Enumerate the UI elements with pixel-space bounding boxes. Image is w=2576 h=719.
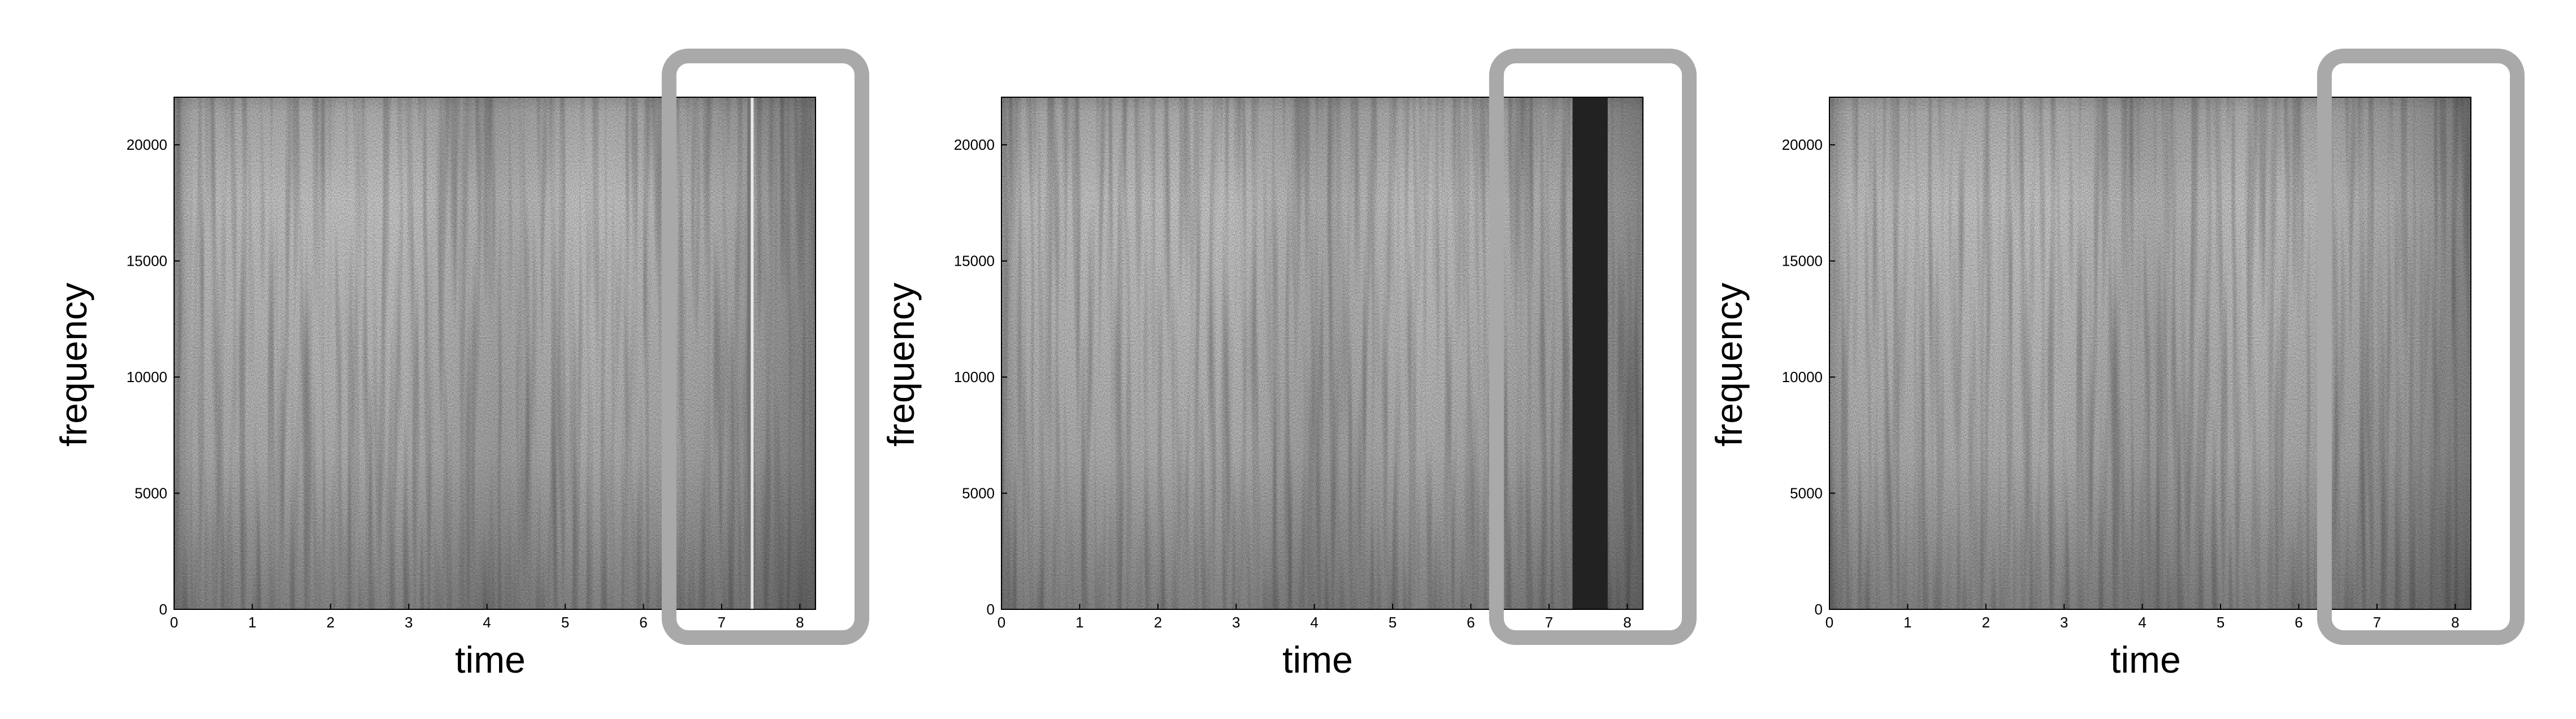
plot-frame: [174, 97, 816, 610]
x-axis-label: time: [1282, 639, 1353, 681]
spectral-texture: [174, 97, 816, 609]
x-tick-label: 0: [1825, 614, 1833, 631]
y-tick-label: 5000: [962, 485, 995, 502]
x-tick-label: 2: [1154, 614, 1162, 631]
x-tick-label: 7: [2373, 614, 2381, 631]
x-tick-label: 1: [248, 614, 256, 631]
y-tick-label: 5000: [135, 485, 167, 502]
x-tick-label: 4: [483, 614, 491, 631]
highlight-box: [1489, 49, 1697, 645]
y-tick-label: 5000: [1790, 485, 1823, 502]
x-tick-label: 6: [1467, 614, 1475, 631]
x-tick-label: 5: [561, 614, 569, 631]
y-tick-label: 10000: [1782, 369, 1823, 386]
x-tick-label: 2: [327, 614, 335, 631]
x-tick-label: 8: [2451, 614, 2459, 631]
x-tick-label: 6: [2295, 614, 2302, 631]
x-tick-label: 0: [998, 614, 1005, 631]
discontinuity-highlight: [751, 97, 754, 609]
plot-frame: [1001, 97, 1643, 610]
y-tick-label: 20000: [1782, 136, 1823, 153]
panels-layer: 0 1 2 3 4 5 6 7 805000100001500020000timefrequen…: [53, 49, 2525, 681]
x-tick-label: 5: [1389, 614, 1397, 631]
y-tick-label: 15000: [127, 253, 167, 270]
x-tick-label: 3: [405, 614, 413, 631]
x-tick-label: 1: [1903, 614, 1911, 631]
spectrogram-panel-3: 0 1 2 3 4 5 6 7 8 0 5000 10000 15000 20000 time frequen…: [1708, 49, 2525, 681]
spectral-texture: [1829, 97, 2471, 609]
x-tick-label: 2: [1982, 614, 1990, 631]
x-tick-label: 8: [796, 614, 804, 631]
x-tick-label: 7: [718, 614, 726, 631]
x-axis-label: time: [455, 639, 526, 681]
y-tick-label: 10000: [127, 369, 167, 386]
y-tick-label: 0: [159, 601, 167, 618]
x-tick-label: 5: [2217, 614, 2224, 631]
x-tick-label: 6: [639, 614, 647, 631]
x-tick-label: 3: [1232, 614, 1240, 631]
x-tick-label: 3: [2060, 614, 2068, 631]
x-tick-label: 4: [1310, 614, 1318, 631]
x-axis-label: time: [2110, 639, 2181, 681]
y-tick-label: 10000: [954, 369, 995, 386]
y-tick-label: 0: [987, 601, 995, 618]
x-tick-label: 0: [170, 614, 178, 631]
spectral-texture: [1001, 97, 1643, 609]
highlight-box: [661, 49, 869, 645]
x-tick-label: 8: [1623, 614, 1631, 631]
x-tick-label: 4: [2138, 614, 2146, 631]
x-tick-label: 7: [1545, 614, 1553, 631]
missing-audio-gap: [1572, 97, 1608, 609]
y-tick-label: 0: [1815, 601, 1823, 618]
highlight-box: [2317, 49, 2525, 645]
spectrogram-panel-1: 0 1 2 3 4 5 6 7 8 0 5000 10000 15000 20000 time frequen…: [53, 49, 869, 681]
y-tick-label: 20000: [127, 136, 167, 153]
discontinuity-line: [747, 97, 751, 609]
x-tick-label: 1: [1075, 614, 1083, 631]
y-tick-label: 20000: [954, 136, 995, 153]
spectrogram-panel-2: 0 1 2 3 4 5 6 7 8 0 5000 10000 15000 20000 time frequen…: [880, 49, 1697, 681]
y-tick-label: 15000: [1782, 253, 1823, 270]
y-axis-label: frequency: [1708, 283, 1750, 447]
y-tick-label: 15000: [954, 253, 995, 270]
y-axis-label: frequency: [880, 283, 922, 447]
plot-frame: [1829, 97, 2471, 610]
y-axis-label: frequency: [53, 283, 94, 447]
